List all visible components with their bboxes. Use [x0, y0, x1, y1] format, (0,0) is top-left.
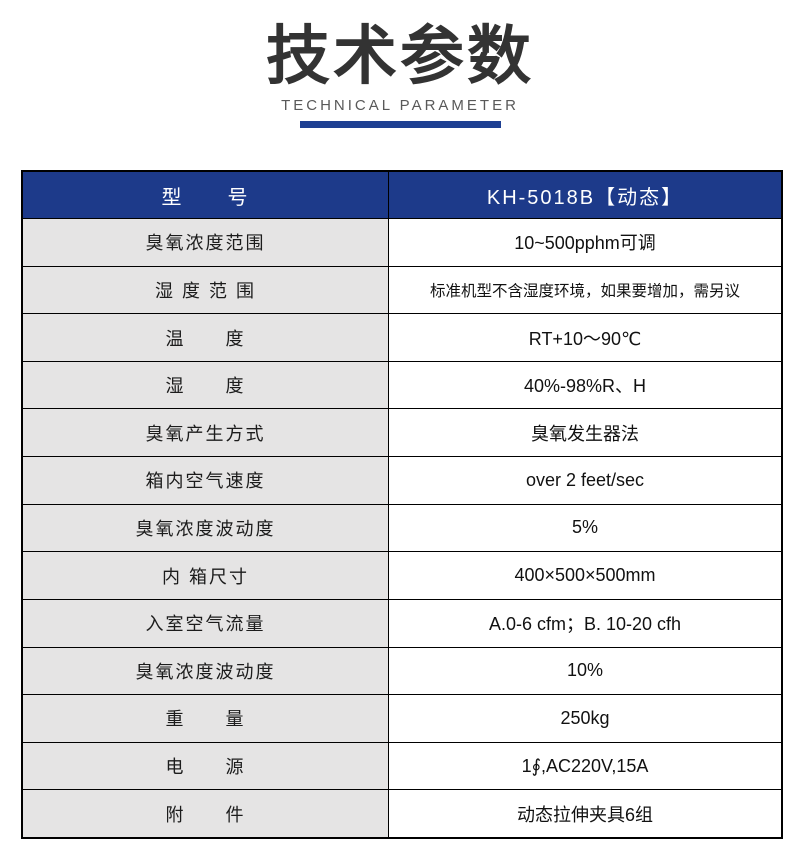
spec-value-cell: over 2 feet/sec	[389, 457, 781, 504]
spec-label-cell: 湿 度	[23, 361, 389, 409]
spec-value-cell: 5%	[389, 504, 781, 552]
spec-label-cell: 内 箱尺寸	[23, 552, 389, 599]
spec-label-cell: 电 源	[23, 742, 389, 790]
spec-label-cell: 湿 度 范 围	[23, 266, 389, 314]
spec-value-cell: 动态拉伸夹具6组	[389, 790, 781, 837]
page-title: 技术参数	[266, 20, 534, 92]
spec-value-cell: 1∮,AC220V,15A	[389, 742, 781, 790]
spec-value-cell: RT+10～90℃	[389, 314, 781, 361]
page-subtitle: TECHNICAL PARAMETER	[281, 96, 519, 114]
spec-value-cell: 标准机型不含湿度环境，如果要增加，需另议	[389, 266, 781, 314]
spec-label-cell: 入室空气流量	[23, 599, 389, 647]
spec-row: 臭氧浓度波动度 10%	[23, 646, 781, 695]
spec-row: 内 箱尺寸 400×500×500mm	[23, 551, 781, 599]
spec-label-cell: 臭氧浓度波动度	[23, 504, 389, 552]
spec-header-label: 型 号	[23, 172, 389, 218]
title-block: 技术参数 TECHNICAL PARAMETER	[0, 18, 800, 128]
spec-value-cell: 400×500×500mm	[389, 552, 781, 599]
spec-row: 温 度 RT+10～90℃	[23, 313, 781, 361]
spec-row: 入室空气流量 A.0-6 cfm；B. 10-20 cfh	[23, 598, 781, 647]
spec-row: 电 源 1∮,AC220V,15A	[23, 741, 781, 790]
spec-label-cell: 温 度	[23, 314, 389, 361]
spec-row: 臭氧浓度范围 10~500pphm可调	[23, 218, 781, 266]
spec-label-cell: 箱内空气速度	[23, 457, 389, 504]
spec-label-cell: 重 量	[23, 695, 389, 742]
spec-row: 湿 度 40%-98%R、H	[23, 360, 781, 409]
spec-row: 臭氧产生方式 臭氧发生器法	[23, 408, 781, 457]
spec-label-cell: 臭氧产生方式	[23, 409, 389, 457]
spec-row: 湿 度 范 围 标准机型不含湿度环境，如果要增加，需另议	[23, 265, 781, 314]
spec-row: 臭氧浓度波动度 5%	[23, 503, 781, 552]
spec-value-cell: 臭氧发生器法	[389, 409, 781, 457]
spec-value-cell: 10%	[389, 647, 781, 695]
spec-table-header-row: 型 号 KH-5018B【动态】	[23, 172, 781, 218]
spec-value-cell: 40%-98%R、H	[389, 361, 781, 409]
spec-row: 重 量 250kg	[23, 694, 781, 742]
spec-table: 型 号 KH-5018B【动态】 臭氧浓度范围 10~500pphm可调 湿 度…	[21, 170, 783, 839]
spec-row: 箱内空气速度 over 2 feet/sec	[23, 456, 781, 504]
spec-value-cell: A.0-6 cfm；B. 10-20 cfh	[389, 599, 781, 647]
spec-label-cell: 臭氧浓度范围	[23, 219, 389, 266]
spec-value-cell: 250kg	[389, 695, 781, 742]
spec-header-value: KH-5018B【动态】	[486, 186, 684, 209]
spec-value-cell: 10~500pphm可调	[389, 219, 781, 266]
spec-label-cell: 臭氧浓度波动度	[23, 647, 389, 695]
spec-row: 附 件 动态拉伸夹具6组	[23, 789, 781, 837]
spec-label-cell: 附 件	[23, 790, 389, 837]
title-accent-bar	[299, 120, 501, 128]
